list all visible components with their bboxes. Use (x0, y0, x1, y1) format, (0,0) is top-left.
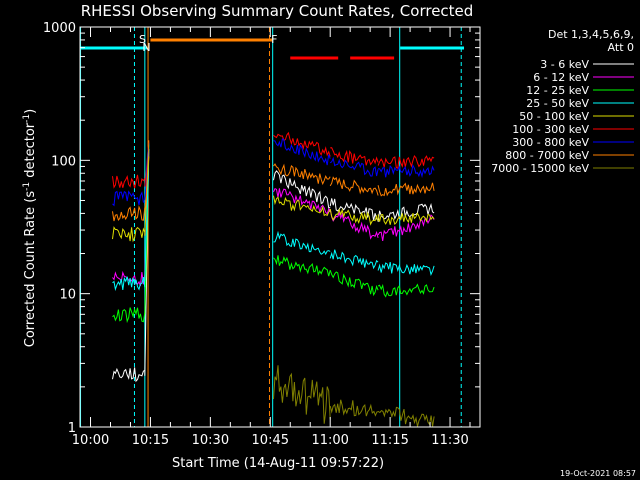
x-tick-label: 11:00 (311, 433, 348, 448)
y-tick-label: 100 (51, 154, 76, 169)
legend-label: 25 - 50 keV (526, 97, 589, 110)
legend-label: 6 - 12 keV (533, 71, 589, 84)
series-line-100-300-keV (273, 131, 331, 157)
series-line-50-100-keV (377, 212, 435, 226)
series-line-25-50-keV (112, 276, 146, 292)
legend-label: 300 - 800 keV (512, 136, 589, 149)
series-line-100-300-keV (330, 147, 379, 166)
series-line-50-100-keV (329, 207, 379, 226)
series-line-25-50-keV (329, 249, 379, 270)
series-line-12-25-keV (112, 307, 146, 324)
series-line-3-6-keV (273, 170, 331, 209)
y-tick-label: 1000 (43, 21, 76, 36)
series-line-6-12-keV (377, 214, 435, 241)
series-line-3-6-keV (329, 198, 379, 221)
series-line-800-7000-keV (112, 205, 146, 222)
series-line-100-300-keV (112, 174, 146, 189)
series-line-3-6-keV (377, 203, 435, 223)
x-axis-label: Start Time (14-Aug-11 09:57:22) (172, 456, 384, 471)
series-line-6-12-keV (329, 208, 379, 240)
timestamp: 19-Oct-2021 08:57 (560, 469, 636, 478)
plot-area: SN F (80, 27, 465, 427)
legend-header-line1: Det 1,3,4,5,6,9, (548, 28, 634, 41)
axes-frame (79, 26, 481, 428)
x-tick-label: 10:00 (72, 433, 109, 448)
event-marker-label: F (271, 33, 277, 46)
x-tick-label: 11:15 (371, 433, 408, 448)
series-line-800-7000-keV (144, 140, 150, 210)
series-line-50-100-keV (112, 226, 146, 243)
series-line-25-50-keV (377, 261, 435, 276)
series-line-25-50-keV (273, 230, 331, 256)
chart-title: RHESSI Observing Summary Count Rates, Co… (81, 2, 474, 20)
series-line-300-800-keV (112, 190, 145, 207)
series-line-12-25-keV (273, 255, 331, 277)
y-tick-label: 10 (59, 288, 76, 303)
series-line-300-800-keV (273, 138, 331, 166)
series-line-300-800-keV (329, 156, 379, 177)
legend-label: 12 - 25 keV (526, 84, 589, 97)
x-tick-label: 10:30 (192, 433, 229, 448)
legend-label: 800 - 7000 keV (505, 149, 589, 162)
series-line-800-7000-keV (377, 182, 435, 197)
series-line-12-25-keV (329, 270, 379, 297)
event-marker-label: S (139, 33, 146, 46)
series-line-6-12-keV (273, 188, 331, 215)
x-tick-label: 10:45 (252, 433, 289, 448)
series-line-7000-15000-keV (329, 399, 435, 427)
event-marker-label: N (142, 41, 150, 54)
legend-label: 100 - 300 keV (512, 123, 589, 136)
series-line-3-6-keV (112, 367, 145, 383)
x-tick-label: 11:30 (431, 433, 468, 448)
legend-label: 50 - 100 keV (519, 110, 589, 123)
series-line-7000-15000-keV (273, 365, 331, 424)
y-tick-label: 1 (68, 421, 76, 436)
series-line-800-7000-keV (329, 176, 379, 196)
series-line-6-12-keV (112, 270, 146, 287)
series-line-100-300-keV (377, 155, 435, 169)
series-line-12-25-keV (377, 283, 435, 298)
x-ticks: 10:00 10:15 10:30 10:45 11:00 11:15 11:30 (72, 27, 471, 448)
series-line-50-100-keV (273, 195, 331, 217)
legend-label: 7000 - 15000 keV (491, 162, 589, 175)
series-line-300-800-keV (378, 164, 435, 179)
y-axis-label: Corrected Count Rate (s-1 detector-1) (22, 109, 38, 347)
x-tick-label: 10:15 (132, 433, 169, 448)
series-line-800-7000-keV (273, 163, 331, 186)
y-ticks: 1 10 100 1000 (43, 21, 480, 436)
legend-label: 3 - 6 keV (540, 58, 589, 71)
legend-header-line2: Att 0 (608, 41, 634, 54)
